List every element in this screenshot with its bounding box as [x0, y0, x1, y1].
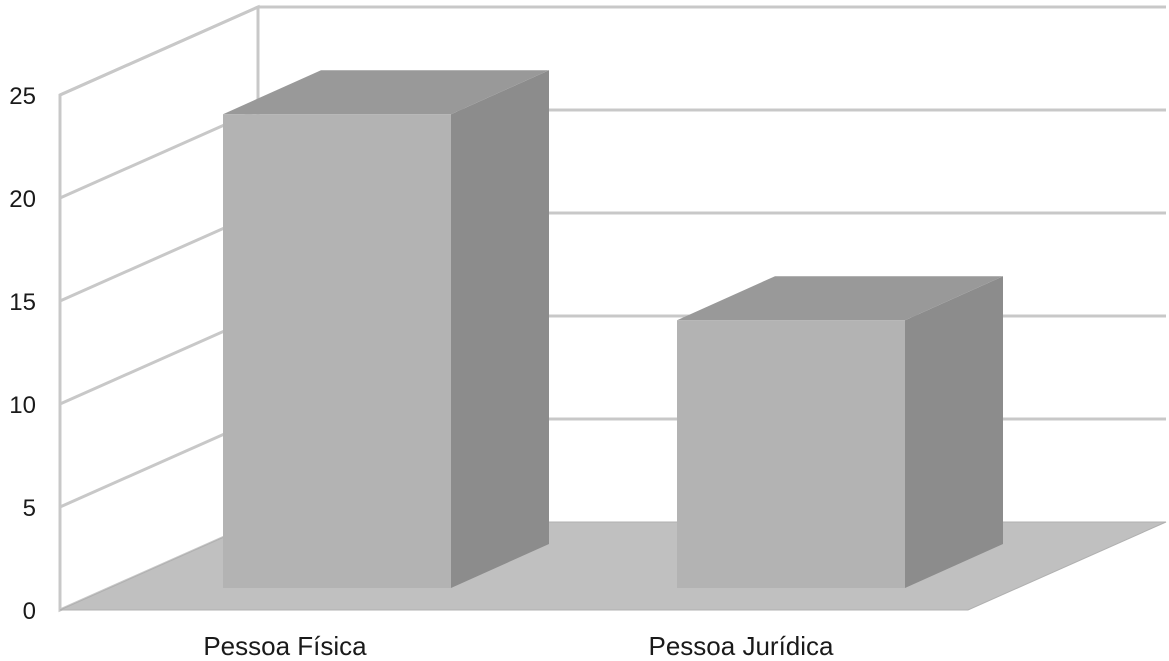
- y-tick-label: 10: [9, 392, 36, 419]
- bar-side-face: [451, 70, 549, 588]
- y-tick-label: 0: [23, 598, 36, 625]
- y-tick-label: 25: [9, 83, 36, 110]
- y-tick-label: 5: [23, 495, 36, 522]
- side-gridline: [59, 5, 259, 97]
- y-axis-ticks: 0 5 10 15 20 25: [9, 83, 36, 625]
- bar: [677, 276, 1003, 588]
- bar: [223, 70, 549, 588]
- bar-top-face: [223, 70, 549, 115]
- bar-front-face: [223, 114, 451, 588]
- x-axis-labels: Pessoa Física Pessoa Jurídica: [203, 631, 834, 661]
- y-tick-label: 20: [9, 186, 36, 213]
- bars: [223, 70, 1003, 588]
- bar-side-face: [905, 276, 1003, 588]
- bar-front-face: [677, 320, 905, 588]
- x-tick-label: Pessoa Física: [203, 631, 367, 661]
- y-tick-label: 15: [9, 289, 36, 316]
- x-tick-label: Pessoa Jurídica: [649, 631, 835, 661]
- bar-top-face: [677, 276, 1003, 321]
